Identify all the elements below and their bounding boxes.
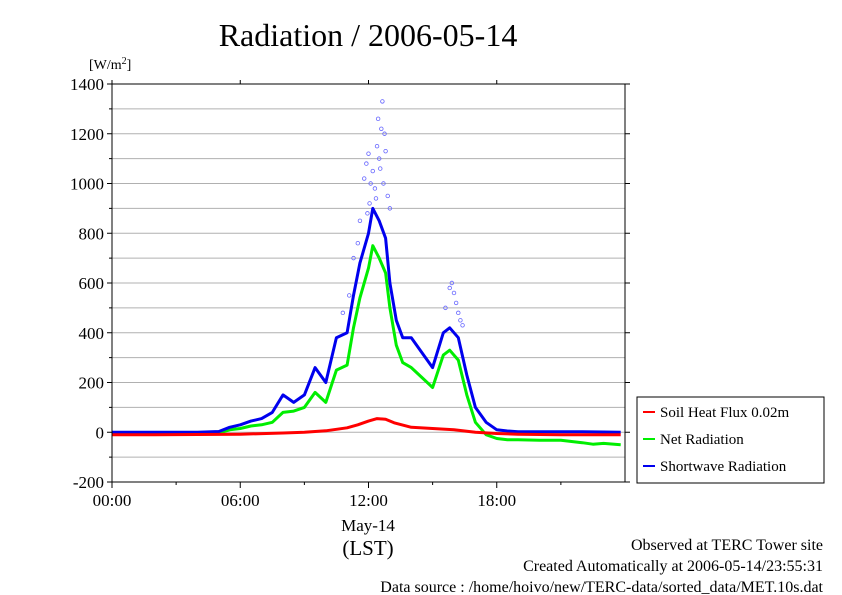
shortwave-scatter-point	[370, 168, 375, 174]
y-tick-label: 1000	[70, 175, 104, 194]
y-tick-label: 600	[79, 274, 105, 293]
series-line-soil-heat-flux-0-02m	[112, 417, 621, 437]
y-tick-label: 800	[79, 224, 105, 243]
shortwave-scatter-point	[366, 151, 371, 156]
x-tick-label: 00:00	[93, 491, 132, 510]
shortwave-scatter-point	[362, 176, 367, 181]
shortwave-scatter-point	[365, 211, 370, 216]
shortwave-scatter-point	[375, 116, 381, 122]
shortwave-scatter-point	[347, 293, 352, 298]
shortwave-scatter-point	[376, 156, 382, 161]
y-tick-label: 0	[96, 423, 105, 442]
legend: Soil Heat Flux 0.02m Net Radiation Shortwa…	[636, 396, 825, 484]
footer-source: Data source : /home/hoivo/new/TERC-data/…	[380, 579, 823, 595]
shortwave-scatter-point	[383, 148, 388, 154]
shortwave-scatter-point	[340, 310, 346, 316]
shortwave-scatter-point	[372, 186, 378, 191]
shortwave-scatter-point	[364, 161, 369, 166]
y-axis-label-superscript: 2	[122, 56, 127, 67]
shortwave-scatter-point	[456, 310, 461, 316]
shortwave-scatter-point	[385, 193, 390, 199]
chart-title: Radiation / 2006-05-14	[219, 17, 518, 53]
series-line-net-radiation	[112, 244, 621, 447]
y-tick-label: 400	[79, 324, 105, 343]
legend-label-soil-heat-flux-0-02m: Soil Heat Flux 0.02m	[660, 405, 790, 421]
y-axis-label: [W/m2]	[89, 56, 131, 73]
x-axis-date-label: May-14	[341, 516, 395, 535]
shortwave-scatter-point	[443, 305, 448, 311]
shortwave-scatter-point	[355, 240, 361, 246]
shortwave-scatter-point	[449, 280, 455, 286]
shortwave-scatter-point	[373, 196, 379, 201]
shortwave-scatter-point	[378, 166, 383, 171]
series-line-shortwave-radiation	[112, 206, 621, 434]
footer-created: Created Automatically at 2006-05-14/23:5…	[523, 558, 823, 575]
shortwave-scatter-point	[453, 300, 459, 306]
legend-box	[636, 396, 825, 484]
x-axis-label: (LST)	[342, 536, 393, 560]
shortwave-scatter-point	[460, 323, 465, 328]
legend-label-shortwave-radiation: Shortwave Radiation	[660, 459, 787, 475]
shortwave-scatter-point	[458, 318, 463, 323]
shortwave-scatter-point	[447, 285, 452, 291]
shortwave-scatter-point	[382, 131, 387, 136]
shortwave-scatter-point	[381, 181, 386, 186]
y-axis: -200 0 200 400 600 800 1000 1200 1400	[70, 75, 630, 492]
x-tick-label: 12:00	[349, 491, 388, 510]
y-tick-label: 1200	[70, 125, 104, 144]
legend-label-net-radiation: Net Radiation	[660, 432, 744, 448]
shortwave-scatter-point	[387, 206, 393, 211]
y-tick-label: -200	[73, 473, 104, 492]
shortwave-scatter-point	[379, 126, 384, 131]
y-tick-label: 200	[79, 374, 105, 393]
footer-observed: Observed at TERC Tower site	[631, 537, 823, 554]
x-tick-label: 18:00	[477, 491, 516, 510]
shortwave-scatter-point	[367, 201, 372, 206]
shortwave-scatter-point	[380, 99, 385, 104]
y-tick-label: 1400	[70, 75, 104, 94]
plot-area	[112, 99, 621, 447]
x-axis: 00:00 06:00 12:00 18:00	[93, 80, 562, 510]
shortwave-scatter-point	[368, 181, 373, 186]
shortwave-scatter-point	[357, 218, 363, 224]
shortwave-scatter-point	[374, 143, 380, 149]
shortwave-scatter-point	[351, 255, 356, 261]
shortwave-scatter-point	[451, 290, 457, 296]
x-tick-label: 06:00	[221, 491, 260, 510]
